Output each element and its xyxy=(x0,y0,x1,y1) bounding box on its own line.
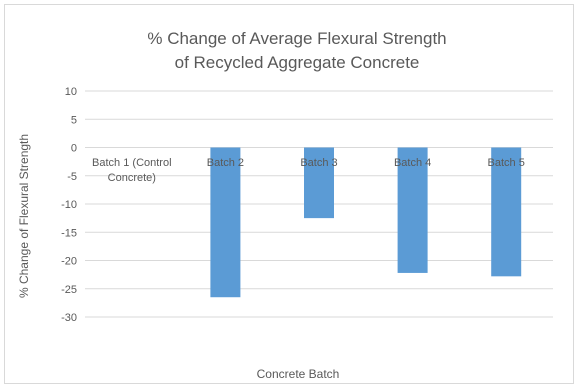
y-tick-label: -30 xyxy=(61,312,77,324)
category-label-1: Batch 1 (Control Concrete) xyxy=(92,157,171,184)
category-label-line: Batch 2 xyxy=(207,157,244,169)
y-tick-label: 0 xyxy=(71,143,77,155)
y-axis-ticks: 10 5 0 -5 -10 -15 -20 -25 -30 xyxy=(61,86,77,324)
category-label-3: Batch 3 xyxy=(300,157,337,169)
y-tick-label: -25 xyxy=(61,284,77,296)
bars xyxy=(210,147,522,298)
category-label-line: Batch 5 xyxy=(488,157,525,169)
category-label-line: Concrete) xyxy=(108,172,156,184)
bar-2 xyxy=(210,147,241,298)
y-axis-title: % Change of Flexural Strength xyxy=(17,134,31,298)
bar-3 xyxy=(304,147,334,219)
category-label-line: Batch 1 (Control xyxy=(92,157,171,169)
y-tick-label: -15 xyxy=(61,227,77,239)
bar-4 xyxy=(397,147,428,273)
y-tick-label: 10 xyxy=(65,86,77,98)
category-label-line: Batch 4 xyxy=(394,157,431,169)
category-label-5: Batch 5 xyxy=(488,157,525,169)
bar-5 xyxy=(491,147,522,277)
category-label-2: Batch 2 xyxy=(207,157,244,169)
category-labels: Batch 1 (Control Concrete) Batch 2 Batch 3 B… xyxy=(92,157,525,184)
y-tick-label: -5 xyxy=(67,171,77,183)
y-tick-label: -20 xyxy=(61,256,77,268)
chart-title-line-1: % Change of Average Flexural Strength xyxy=(147,29,446,48)
chart-title-line-2: of Recycled Aggregate Concrete xyxy=(175,53,420,72)
category-label-line: Batch 3 xyxy=(300,157,337,169)
y-tick-label: 5 xyxy=(71,114,77,126)
gridlines xyxy=(85,90,553,318)
y-tick-label: -10 xyxy=(61,199,77,211)
chart-frame xyxy=(4,4,574,384)
category-label-4: Batch 4 xyxy=(394,157,431,169)
x-axis-title: Concrete Batch xyxy=(257,367,340,381)
